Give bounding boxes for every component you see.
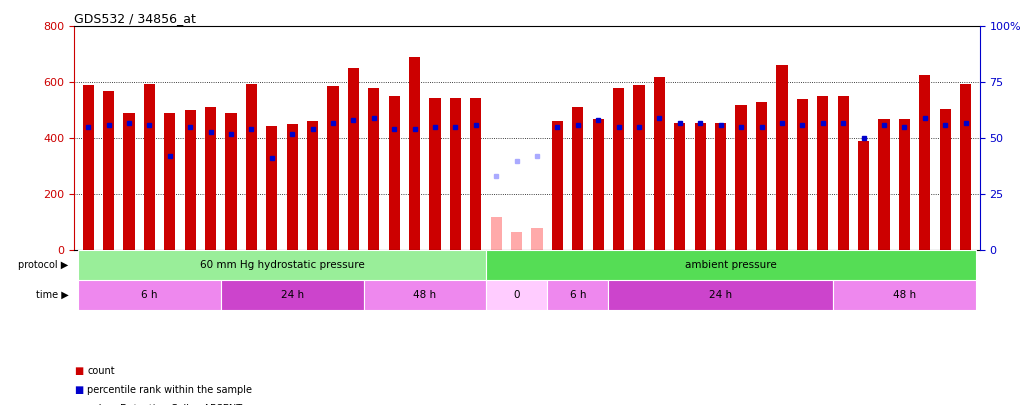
Bar: [205, 107, 216, 250]
Bar: [486, 250, 976, 280]
Bar: [363, 280, 486, 310]
Bar: [878, 119, 890, 250]
Bar: [246, 84, 256, 250]
Bar: [593, 119, 604, 250]
Bar: [674, 123, 685, 250]
Bar: [511, 232, 522, 250]
Text: time ▶: time ▶: [36, 290, 69, 300]
Bar: [736, 104, 747, 250]
Text: count: count: [87, 366, 115, 375]
Bar: [777, 66, 788, 250]
Bar: [940, 109, 951, 250]
Bar: [633, 85, 644, 250]
Bar: [490, 217, 502, 250]
Text: 6 h: 6 h: [569, 290, 586, 300]
Bar: [221, 280, 363, 310]
Bar: [348, 68, 359, 250]
Bar: [614, 88, 624, 250]
Bar: [470, 98, 481, 250]
Bar: [486, 280, 547, 310]
Text: 24 h: 24 h: [709, 290, 733, 300]
Bar: [368, 88, 380, 250]
Bar: [78, 250, 486, 280]
Bar: [409, 57, 421, 250]
Bar: [327, 87, 339, 250]
Bar: [531, 228, 543, 250]
Text: 0: 0: [513, 290, 520, 300]
Text: percentile rank within the sample: percentile rank within the sample: [87, 385, 252, 395]
Bar: [82, 85, 93, 250]
Bar: [78, 280, 221, 310]
Text: 48 h: 48 h: [893, 290, 916, 300]
Text: ■: ■: [74, 385, 83, 395]
Bar: [185, 110, 196, 250]
Text: 48 h: 48 h: [413, 290, 436, 300]
Text: protocol ▶: protocol ▶: [18, 260, 69, 270]
Bar: [449, 98, 461, 250]
Bar: [654, 77, 665, 250]
Bar: [144, 84, 155, 250]
Bar: [899, 119, 910, 250]
Bar: [919, 75, 931, 250]
Bar: [286, 124, 298, 250]
Bar: [573, 107, 584, 250]
Bar: [756, 102, 767, 250]
Bar: [266, 126, 277, 250]
Bar: [164, 113, 175, 250]
Bar: [817, 96, 828, 250]
Text: 60 mm Hg hydrostatic pressure: 60 mm Hg hydrostatic pressure: [200, 260, 364, 270]
Bar: [837, 96, 849, 250]
Bar: [608, 280, 833, 310]
Bar: [307, 122, 318, 250]
Text: 24 h: 24 h: [281, 290, 304, 300]
Bar: [103, 91, 114, 250]
Bar: [123, 113, 134, 250]
Text: GDS532 / 34856_at: GDS532 / 34856_at: [74, 12, 196, 25]
Bar: [389, 96, 400, 250]
Bar: [552, 122, 563, 250]
Bar: [430, 98, 440, 250]
Text: ■: ■: [74, 366, 83, 375]
Bar: [715, 123, 726, 250]
Bar: [226, 113, 237, 250]
Bar: [695, 123, 706, 250]
Text: 6 h: 6 h: [142, 290, 158, 300]
Text: ambient pressure: ambient pressure: [685, 260, 777, 270]
Bar: [833, 280, 976, 310]
Bar: [547, 280, 608, 310]
Bar: [858, 141, 869, 250]
Bar: [797, 99, 807, 250]
Bar: [960, 84, 972, 250]
